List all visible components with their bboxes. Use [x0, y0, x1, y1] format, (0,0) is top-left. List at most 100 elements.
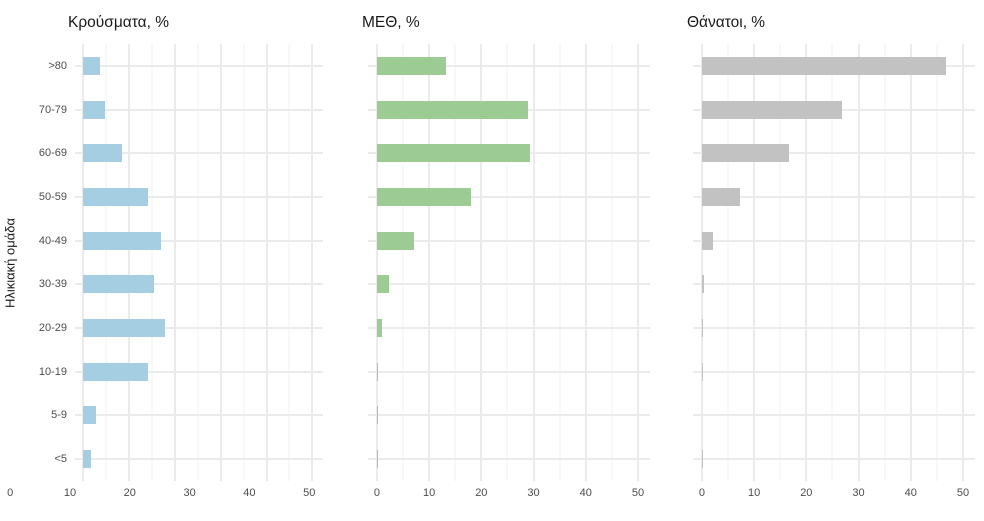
bar-70-79 [701, 100, 842, 119]
panel-title-cases: Κρούσματα, % [68, 14, 169, 31]
y-tick-label: 40-49 [38, 234, 67, 247]
bar-50-59 [701, 187, 740, 206]
bar-70-79 [82, 100, 106, 119]
gridline-horizontal-major [75, 152, 323, 155]
x-tick-label: 50 [956, 487, 970, 499]
gridline-vertical-major [805, 44, 808, 481]
gridline-horizontal-major [75, 64, 323, 67]
gridline-horizontal-major [368, 283, 650, 286]
x-tick-label: 30 [852, 487, 865, 499]
gridline-vertical-major [428, 44, 431, 481]
bar-20-29 [701, 319, 703, 338]
gridline-horizontal-major [75, 195, 323, 198]
x-tick-label: 40 [904, 487, 917, 499]
y-tick-label: <5 [54, 453, 67, 466]
gridline-vertical-major [584, 44, 587, 481]
gridline-vertical-minor [506, 44, 508, 481]
gridline-vertical-major [532, 44, 535, 481]
plot-cases [75, 44, 323, 481]
gridline-horizontal-major [693, 458, 975, 461]
x-tick-label: 10 [63, 487, 77, 499]
gridline-vertical-major [961, 44, 964, 481]
gridline-horizontal-major [368, 239, 650, 242]
bar-30-39 [701, 275, 705, 294]
bar-30-39 [82, 275, 154, 294]
gridline-vertical-major [219, 44, 222, 481]
gridline-vertical-major [753, 44, 756, 481]
gridline-vertical-minor [936, 44, 938, 481]
y-tick-label: 5-9 [51, 409, 67, 422]
bar-<5 [701, 450, 703, 469]
gridline-vertical-minor [611, 44, 613, 481]
bar->80 [82, 56, 101, 75]
x-tick-label: 30 [527, 487, 540, 499]
bar-40-49 [701, 231, 714, 250]
gridline-vertical-major [480, 44, 483, 481]
bar-10-19 [82, 362, 148, 381]
gridline-horizontal-major [368, 195, 650, 198]
y-axis-title-strip: Ηλικιακή ομάδα [0, 44, 20, 481]
bar->80 [376, 56, 447, 75]
bar->80 [701, 56, 947, 75]
gridline-horizontal-major [693, 195, 975, 198]
bar-40-49 [376, 231, 414, 250]
gridline-vertical-major [636, 44, 639, 481]
panel-deaths: Θάνατοι, % 0 10 20 30 40 50 [687, 8, 975, 521]
panel-body-cases: Ηλικιακή ομάδα >80 70-79 60-69 50-59 40-49 30… [0, 44, 323, 481]
x-tick-label: 10 [422, 487, 436, 499]
bar-<5 [376, 450, 378, 469]
gridline-vertical-major [311, 44, 314, 481]
x-axis-cases: 0 10 20 30 40 50 [0, 481, 323, 509]
bar-30-39 [376, 275, 389, 294]
gridline-vertical-major [375, 44, 378, 481]
x-tick-label: 50 [631, 487, 645, 499]
panel-icu: ΜΕΘ, % 0 10 20 30 40 50 [362, 8, 650, 521]
x-tick-label: 20 [800, 487, 813, 499]
y-tick-label: >80 [48, 59, 67, 72]
x-tick-label: 20 [123, 487, 136, 499]
gridline-horizontal-major [75, 458, 323, 461]
y-tick-label: 70-79 [38, 103, 67, 116]
x-tick-label: 50 [303, 487, 316, 499]
gridline-horizontal-major [693, 283, 975, 286]
gridline-horizontal-major [368, 370, 650, 373]
bar-5-9 [376, 406, 378, 425]
y-tick-label: 20-29 [38, 322, 67, 335]
bar-40-49 [82, 231, 161, 250]
gridline-horizontal-major [693, 152, 975, 155]
bar-10-19 [376, 362, 378, 381]
gridline-vertical-minor [454, 44, 456, 481]
y-tick-labels: >80 70-79 60-69 50-59 40-49 30-39 20-29 10-19 5-… [20, 44, 75, 481]
gridline-vertical-minor [831, 44, 833, 481]
y-axis-title: Ηλικιακή ομάδα [2, 217, 18, 308]
gridline-vertical-major [173, 44, 176, 481]
gridline-vertical-minor [243, 44, 245, 481]
gridline-vertical-major [857, 44, 860, 481]
y-tick-label: 30-39 [38, 278, 67, 291]
gridline-vertical-major [127, 44, 130, 481]
gridline-vertical-major [700, 44, 703, 481]
x-tick-label: 20 [475, 487, 488, 499]
x-axis-icu: 0 10 20 30 40 50 [368, 481, 650, 509]
gridline-horizontal-major [75, 108, 323, 111]
x-axis-deaths: 0 10 20 30 40 50 [693, 481, 975, 509]
x-tick-label: 0 [373, 487, 380, 499]
gridline-vertical-minor [779, 44, 781, 481]
gridline-horizontal-major [693, 239, 975, 242]
bar-50-59 [82, 187, 149, 206]
gridline-vertical-minor [151, 44, 153, 481]
bar-20-29 [376, 319, 382, 338]
gridline-vertical-major [265, 44, 268, 481]
y-tick-label: 10-19 [38, 365, 67, 378]
bar-60-69 [701, 144, 789, 163]
gridline-vertical-major [909, 44, 912, 481]
panel-body-icu [368, 44, 650, 481]
gridline-vertical-minor [559, 44, 561, 481]
bar-60-69 [376, 144, 530, 163]
gridline-horizontal-major [693, 414, 975, 417]
gridline-horizontal-major [75, 283, 323, 286]
panel-title-deaths: Θάνατοι, % [687, 14, 766, 31]
panel-cases: Κρούσματα, % Ηλικιακή ομάδα >80 70-79 60-6… [0, 8, 323, 521]
gridline-vertical-major [81, 44, 84, 481]
